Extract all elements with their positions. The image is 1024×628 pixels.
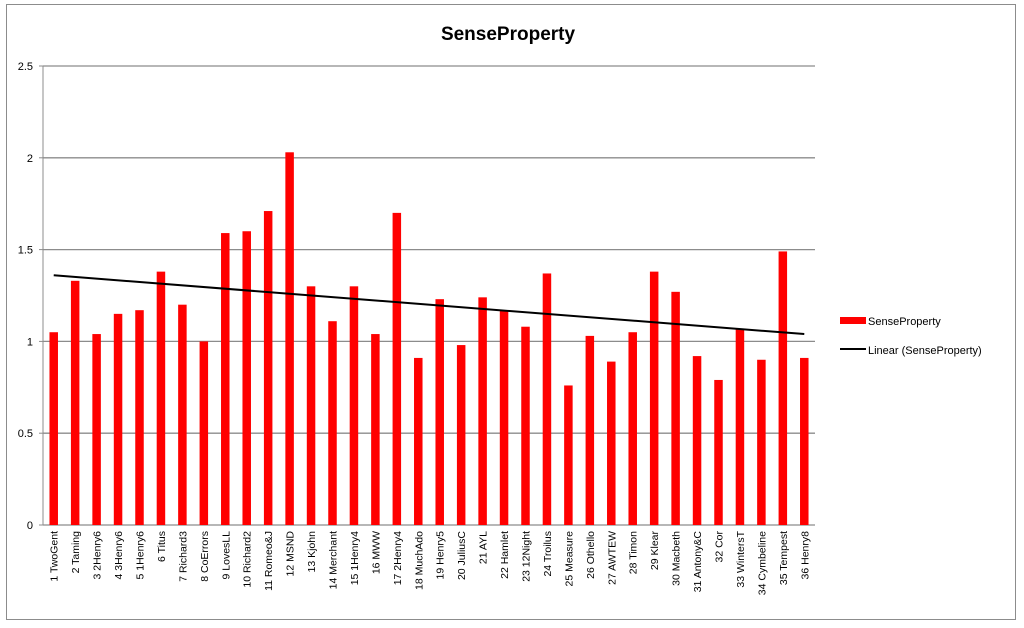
bar <box>349 286 359 525</box>
y-tick-label: 2 <box>27 153 33 165</box>
gridlines <box>39 65 815 526</box>
x-tick-label: 4 3Henry6 <box>113 531 125 580</box>
y-tick-label: 2.5 <box>18 61 33 73</box>
x-tick-label: 28 Timon <box>628 531 640 574</box>
x-tick-label: 1 TwoGent <box>49 531 61 582</box>
bar <box>585 335 595 525</box>
bar <box>435 299 444 525</box>
x-tick-label: 20 JuliusC <box>456 531 468 580</box>
x-tick-label: 30 Macbeth <box>671 531 683 586</box>
x-tick-label: 5 1Henry6 <box>135 531 147 580</box>
y-axis-ticks: 0 0.5 1 1.5 2 2.5 <box>18 61 33 532</box>
bar <box>757 359 766 525</box>
bar <box>671 291 680 525</box>
legend: SenseProperty Linear (SenseProperty) <box>840 316 982 357</box>
bar <box>178 304 187 525</box>
bar <box>564 385 573 525</box>
x-tick-label: 17 2Henry4 <box>392 531 404 585</box>
x-tick-label: 26 Othello <box>585 531 597 579</box>
bar <box>714 379 723 525</box>
x-tick-label: 35 Tempest <box>778 531 790 585</box>
bar <box>135 310 144 525</box>
x-tick-label: 12 MSND <box>285 531 297 577</box>
x-tick-label: 21 AYL <box>478 531 490 564</box>
bar <box>49 332 58 525</box>
bar <box>306 286 316 525</box>
bar <box>735 328 745 525</box>
x-tick-label: 13 Kjohn <box>306 531 318 573</box>
bar <box>156 271 166 525</box>
legend-swatch-bars <box>840 317 866 324</box>
x-tick-label: 27 AWTEW <box>606 531 618 585</box>
bar <box>499 310 509 525</box>
bar <box>521 326 530 525</box>
bar-series <box>49 152 809 526</box>
bar <box>263 211 273 525</box>
y-tick-label: 1.5 <box>18 245 33 257</box>
x-tick-label: 23 12Night <box>521 531 533 582</box>
x-tick-label: 25 Measure <box>563 531 575 587</box>
bar <box>607 361 616 525</box>
x-tick-label: 33 WintersT <box>735 530 747 587</box>
x-tick-label: 36 Henry8 <box>799 531 811 580</box>
x-tick-label: 10 Richard2 <box>242 531 254 588</box>
x-axis-ticks: 1 TwoGent 2 Taming 3 2Henry6 4 3Henry6 5 1He… <box>49 530 812 595</box>
bar <box>92 334 101 525</box>
x-tick-label: 22 Hamlet <box>499 531 511 579</box>
x-tick-label: 2 Taming <box>70 531 82 574</box>
x-tick-label: 14 Merchant <box>328 531 340 589</box>
bar <box>328 321 337 525</box>
legend-label-trendline: Linear (SenseProperty) <box>868 345 982 357</box>
bar <box>242 231 251 526</box>
x-tick-label: 19 Henry5 <box>435 531 447 580</box>
legend-label-bars: SenseProperty <box>868 316 941 328</box>
x-tick-label: 11 Romeo&J <box>263 531 275 591</box>
x-tick-label: 15 1Henry4 <box>349 531 361 585</box>
bar <box>371 334 380 525</box>
bar <box>113 313 123 525</box>
trendline <box>53 274 805 336</box>
trendline-group <box>53 274 805 336</box>
bar <box>414 357 423 525</box>
bar <box>542 273 552 525</box>
x-tick-label: 24 Troilus <box>542 531 554 577</box>
x-tick-label: 3 2Henry6 <box>92 531 104 580</box>
y-tick-label: 0.5 <box>18 428 33 440</box>
x-tick-label: 29 Klear <box>649 530 661 570</box>
x-tick-label: 7 Richard3 <box>177 531 189 582</box>
bar <box>800 357 809 525</box>
bar <box>199 341 209 525</box>
bar <box>692 356 702 525</box>
bar <box>221 233 230 526</box>
chart-title: SenseProperty <box>441 24 576 45</box>
x-tick-label: 9 LovesLL <box>220 531 232 580</box>
bar <box>778 251 788 525</box>
bar <box>628 332 637 525</box>
bar <box>392 212 402 525</box>
x-tick-label: 6 Titus <box>156 531 168 562</box>
y-tick-label: 1 <box>27 336 33 348</box>
bar <box>70 280 80 525</box>
bar <box>285 152 294 526</box>
x-tick-label: 16 MWW <box>370 531 382 574</box>
x-tick-label: 18 MuchAdo <box>413 531 425 590</box>
bar <box>478 297 487 525</box>
x-tick-label: 34 Cymbeline <box>756 531 768 595</box>
x-tick-label: 8 CoErrors <box>199 531 211 582</box>
y-tick-label: 0 <box>27 520 33 532</box>
bar <box>456 345 466 525</box>
bar <box>649 271 659 525</box>
x-tick-label: 32 Cor <box>714 530 726 562</box>
x-tick-label: 31 Antony&C <box>692 531 704 593</box>
